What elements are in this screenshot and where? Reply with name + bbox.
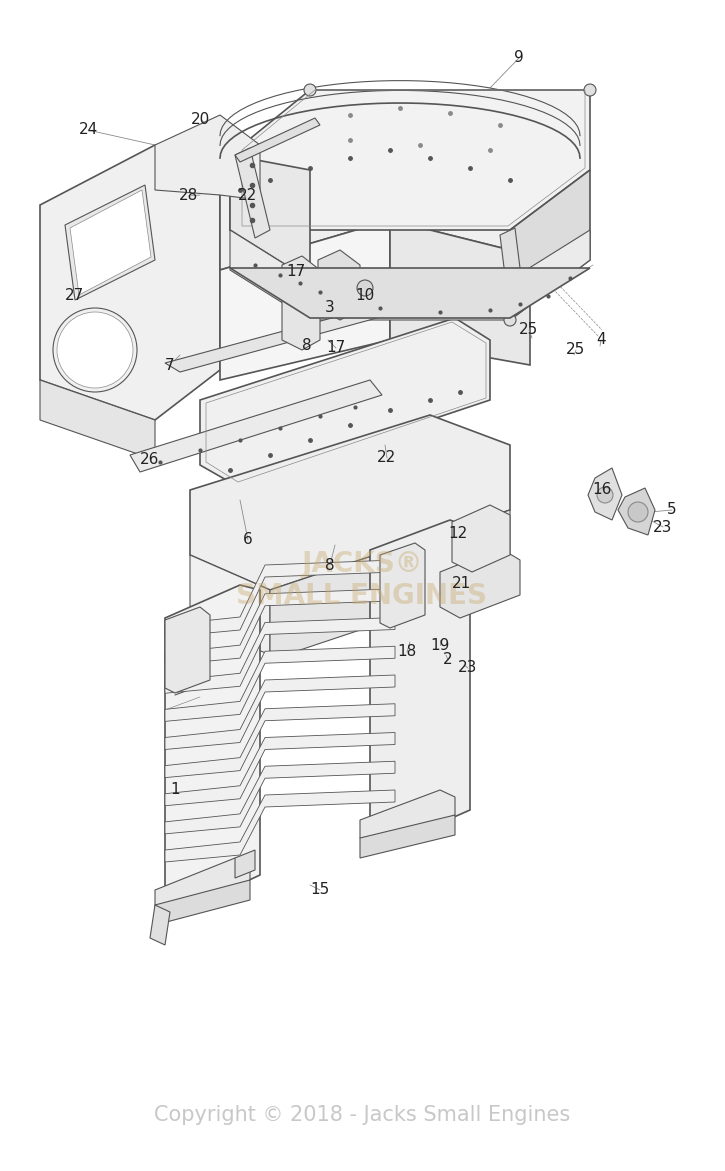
- Text: 24: 24: [78, 123, 98, 137]
- Text: 17: 17: [326, 341, 346, 356]
- Text: 18: 18: [397, 644, 417, 659]
- Polygon shape: [452, 505, 510, 571]
- Text: 17: 17: [286, 265, 306, 280]
- Polygon shape: [235, 118, 320, 162]
- Text: 26: 26: [141, 452, 160, 467]
- Polygon shape: [235, 850, 255, 878]
- Polygon shape: [165, 617, 395, 693]
- Polygon shape: [130, 381, 382, 472]
- Polygon shape: [230, 268, 590, 319]
- Text: 16: 16: [592, 482, 612, 498]
- Text: Copyright © 2018 - Jacks Small Engines: Copyright © 2018 - Jacks Small Engines: [154, 1105, 570, 1125]
- Text: 28: 28: [179, 189, 199, 204]
- Text: 15: 15: [310, 883, 330, 897]
- Text: JACKS®
SMALL ENGINES: JACKS® SMALL ENGINES: [236, 550, 487, 610]
- Polygon shape: [230, 155, 310, 280]
- Polygon shape: [165, 607, 210, 693]
- Polygon shape: [360, 815, 455, 858]
- Polygon shape: [230, 230, 590, 320]
- Polygon shape: [165, 704, 395, 778]
- Polygon shape: [155, 115, 260, 200]
- Polygon shape: [235, 148, 270, 238]
- Polygon shape: [190, 555, 270, 655]
- Circle shape: [304, 274, 316, 286]
- Circle shape: [53, 308, 137, 392]
- Polygon shape: [380, 543, 425, 628]
- Polygon shape: [165, 589, 395, 665]
- Polygon shape: [318, 249, 360, 320]
- Polygon shape: [65, 185, 155, 300]
- Polygon shape: [370, 520, 470, 843]
- Text: 5: 5: [667, 502, 677, 518]
- Circle shape: [628, 502, 648, 522]
- Text: 21: 21: [452, 576, 472, 591]
- Polygon shape: [40, 381, 155, 460]
- Polygon shape: [165, 646, 395, 721]
- Polygon shape: [440, 548, 520, 618]
- Polygon shape: [70, 190, 151, 295]
- Polygon shape: [500, 228, 525, 316]
- Text: 7: 7: [165, 357, 175, 372]
- Polygon shape: [165, 761, 395, 834]
- Text: 10: 10: [355, 288, 375, 303]
- Text: 22: 22: [378, 451, 397, 466]
- Text: 22: 22: [239, 187, 257, 203]
- Polygon shape: [390, 220, 530, 365]
- Text: 4: 4: [596, 333, 606, 348]
- Text: 20: 20: [191, 112, 211, 128]
- Text: 27: 27: [65, 288, 83, 302]
- Polygon shape: [165, 586, 260, 910]
- Polygon shape: [220, 130, 530, 271]
- Polygon shape: [270, 511, 510, 660]
- Text: 23: 23: [653, 520, 673, 534]
- Polygon shape: [588, 468, 622, 520]
- Polygon shape: [40, 145, 220, 420]
- Text: 23: 23: [458, 660, 478, 676]
- Polygon shape: [165, 790, 395, 862]
- Text: 25: 25: [519, 322, 539, 337]
- Polygon shape: [165, 560, 395, 637]
- Text: 8: 8: [326, 557, 335, 573]
- Circle shape: [357, 280, 373, 296]
- Circle shape: [304, 84, 316, 96]
- Polygon shape: [190, 415, 510, 590]
- Text: 2: 2: [443, 652, 453, 667]
- Polygon shape: [150, 905, 170, 945]
- Polygon shape: [220, 220, 390, 381]
- Polygon shape: [165, 733, 395, 806]
- Polygon shape: [510, 170, 590, 320]
- Text: 8: 8: [302, 337, 312, 352]
- Polygon shape: [200, 319, 490, 485]
- Circle shape: [597, 487, 613, 504]
- Circle shape: [584, 84, 596, 96]
- Circle shape: [57, 311, 133, 388]
- Polygon shape: [360, 790, 455, 845]
- Text: 9: 9: [514, 50, 524, 66]
- Polygon shape: [618, 488, 655, 535]
- Text: 25: 25: [566, 342, 586, 357]
- Text: 19: 19: [431, 637, 450, 652]
- Polygon shape: [155, 858, 250, 912]
- Polygon shape: [165, 304, 395, 372]
- Polygon shape: [165, 674, 395, 749]
- Circle shape: [504, 314, 516, 326]
- Text: 6: 6: [243, 533, 253, 548]
- Text: 12: 12: [448, 526, 468, 541]
- Polygon shape: [230, 90, 590, 230]
- Polygon shape: [155, 879, 250, 925]
- Text: 3: 3: [325, 300, 335, 315]
- Text: 1: 1: [170, 782, 180, 797]
- Polygon shape: [282, 256, 320, 350]
